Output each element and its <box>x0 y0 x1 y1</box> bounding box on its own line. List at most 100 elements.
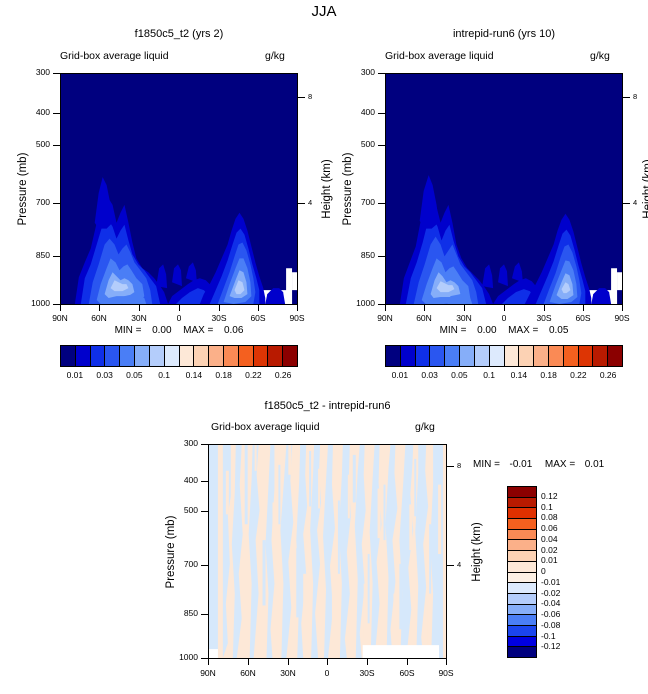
xtick-30S: 30S <box>359 668 375 678</box>
colorbar-cell <box>489 346 505 366</box>
ytick-700: 700 <box>360 197 375 207</box>
xtick-0: 0 <box>501 313 507 323</box>
panel-test-max-value: 0.05 <box>548 325 569 336</box>
colorbar-cell <box>508 625 536 637</box>
colorbar-cell <box>90 346 106 366</box>
panel-control-title: f1850c5_t2 (yrs 2) <box>134 28 224 40</box>
colorbar-cell <box>508 551 536 562</box>
panel-difference-height-label: Height (km) <box>471 522 483 582</box>
ytick-500: 500 <box>360 139 375 149</box>
colorbar-tick-label: 0.01 <box>541 555 558 566</box>
colorbar-cell <box>268 346 284 366</box>
colorbar-cell <box>508 572 536 584</box>
xtick-60N: 60N <box>416 313 432 323</box>
colorbar-cell <box>508 593 536 605</box>
colorbar-cell <box>508 508 536 520</box>
panel-test-title: intrepid-run6 (yrs 10) <box>452 28 556 40</box>
colorbar-tick-label: 0 <box>541 566 546 576</box>
xtick-30S: 30S <box>536 313 552 323</box>
ytick-700: 700 <box>35 197 50 207</box>
colorbar-tick-label: 0.1 <box>541 501 553 512</box>
colorbar-tick-label: 0.12 <box>541 490 558 501</box>
xtick-90N: 90N <box>200 668 216 678</box>
colorbar-tick-label: 0.14 <box>510 370 528 380</box>
colorbar-cell <box>386 346 401 366</box>
colorbar-cell <box>548 346 564 366</box>
panel-difference-max-label: MAX = <box>544 459 576 470</box>
colorbar-cell <box>508 583 536 594</box>
colorbar-cell <box>508 561 536 573</box>
colorbar-cell <box>179 346 195 366</box>
panel-test-colorbar[interactable] <box>385 345 623 367</box>
ytick-1000: 1000 <box>179 652 198 662</box>
colorbar-tick-label: -0.04 <box>541 598 561 609</box>
colorbar-tick-label: 0.03 <box>96 370 113 380</box>
colorbar-tick-label: 0.1 <box>158 370 171 380</box>
panel-test-min-label: MIN = <box>439 325 467 336</box>
panel-test-yaxis-label: Pressure (mb) <box>342 152 354 226</box>
panel-control-colorbar[interactable] <box>60 345 298 367</box>
colorbar-tick-label: -0.08 <box>541 619 561 630</box>
figure-season-title: JJA <box>311 3 337 20</box>
colorbar-tick-label: -0.12 <box>541 641 561 652</box>
colorbar-cell <box>608 346 622 366</box>
colorbar-cell <box>61 346 76 366</box>
colorbar-cell <box>534 346 549 366</box>
ytick-400: 400 <box>35 107 50 117</box>
xtick-90S: 90S <box>289 313 305 323</box>
colorbar-cell <box>593 346 609 366</box>
xtick-0: 0 <box>324 668 330 678</box>
colorbar-cell <box>508 647 536 657</box>
xtick-90S: 90S <box>614 313 630 323</box>
panel-control-plot[interactable] <box>60 73 298 305</box>
panel-test-variable-label: Grid-box average liquid <box>385 50 494 62</box>
ytick-700: 700 <box>183 559 198 569</box>
xtick-30N: 30N <box>131 313 147 323</box>
ytick-300: 300 <box>35 67 50 77</box>
colorbar-cell <box>75 346 91 366</box>
colorbar-tick-label: 0.03 <box>421 370 438 380</box>
ytick-1000: 1000 <box>356 298 375 308</box>
htick-8: 8 <box>308 92 313 101</box>
panel-difference-min-label: MIN = <box>473 459 500 470</box>
ytick-850: 850 <box>360 250 375 260</box>
panel-difference-colorbar[interactable] <box>507 486 537 658</box>
colorbar-cell <box>238 346 254 366</box>
panel-difference-plot[interactable] <box>208 444 447 659</box>
panel-control-variable-label: Grid-box average liquid <box>60 50 169 62</box>
panel-test-minmax: MIN = 0.00 MAX = 0.05 <box>385 325 623 336</box>
ytick-300: 300 <box>360 67 375 77</box>
colorbar-cell <box>508 519 536 530</box>
colorbar-tick-label: -0.02 <box>541 587 561 598</box>
colorbar-cell <box>283 346 297 366</box>
colorbar-tick-label: 0.04 <box>541 533 558 544</box>
xtick-0: 0 <box>176 313 182 323</box>
colorbar-tick-label: 0.26 <box>599 370 617 380</box>
panel-difference-yaxis-label: Pressure (mb) <box>165 515 177 589</box>
colorbar-cell <box>445 346 461 366</box>
panel-test-plot[interactable] <box>385 73 623 305</box>
colorbar-cell <box>508 604 536 616</box>
ytick-500: 500 <box>35 139 50 149</box>
colorbar-tick-label: 0.14 <box>185 370 203 380</box>
colorbar-cell <box>578 346 594 366</box>
colorbar-tick-label: 0.05 <box>126 370 143 380</box>
panel-test-colorbar-labels: 0.01 0.03 0.05 0.1 0.14 0.18 0.22 0.26 <box>385 370 623 384</box>
ytick-300: 300 <box>183 438 198 448</box>
xtick-60S: 60S <box>250 313 266 323</box>
colorbar-tick-label: 0.22 <box>245 370 262 380</box>
colorbar-tick-label: 0.26 <box>274 370 292 380</box>
colorbar-tick-label: 0.18 <box>540 370 557 380</box>
xtick-90N: 90N <box>377 313 393 323</box>
ytick-850: 850 <box>183 608 198 618</box>
colorbar-tick-label: 0.01 <box>66 370 84 380</box>
ytick-1000: 1000 <box>31 298 50 308</box>
panel-test-max-label: MAX = <box>508 325 539 336</box>
panel-difference-title: f1850c5_t2 - intrepid-run6 <box>264 400 391 412</box>
panel-test-min-value: 0.00 <box>477 325 497 336</box>
xtick-60N: 60N <box>240 668 256 678</box>
panel-difference-units-label: g/kg <box>415 421 435 433</box>
xtick-90S: 90S <box>438 668 454 678</box>
colorbar-cell <box>135 346 150 366</box>
htick-4: 4 <box>457 560 462 569</box>
